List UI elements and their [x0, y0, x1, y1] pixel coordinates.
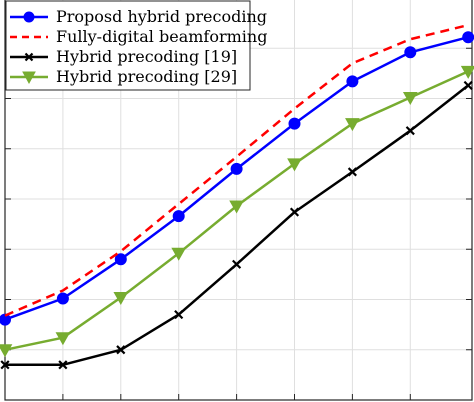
data-point-3-2 [113, 291, 129, 306]
data-point-3-8 [460, 65, 474, 79]
data-point-2-1 [58, 360, 68, 370]
series-line-1 [4, 23, 469, 317]
legend-marker-0 [23, 11, 35, 23]
data-point-3-3 [171, 247, 187, 261]
data-point-2-6 [347, 167, 357, 177]
data-point-3-7 [402, 91, 418, 106]
legend-entry-3: Hybrid precoding [29] [10, 67, 237, 86]
series-0 [0, 31, 474, 326]
data-point-3-6 [345, 118, 360, 132]
series-3 [0, 65, 474, 358]
series-2 [0, 80, 473, 370]
legend-entry-1: Fully-digital beamforming [10, 27, 267, 46]
series-1 [4, 23, 469, 317]
data-point-2-5 [289, 207, 300, 217]
data-point-0-7 [404, 46, 417, 59]
series-layer [0, 23, 474, 370]
data-point-0-5 [288, 117, 301, 130]
data-point-0-1 [56, 292, 69, 305]
legend-marker-3 [22, 71, 36, 85]
data-point-2-4 [232, 259, 242, 269]
data-point-0-2 [114, 253, 127, 266]
legend-label-3: Hybrid precoding [29] [56, 67, 237, 86]
data-point-3-5 [287, 158, 302, 172]
data-point-3-0 [0, 344, 13, 358]
legend-label-2: Hybrid precoding [19] [56, 47, 237, 66]
data-point-2-3 [174, 309, 184, 320]
plot-frame [4, 0, 473, 401]
data-point-3-1 [55, 332, 71, 346]
data-point-2-2 [116, 345, 126, 355]
data-point-0-3 [172, 210, 185, 223]
data-point-0-0 [0, 313, 11, 326]
legend: Proposd hybrid precoding Fully-digital b… [5, 0, 267, 91]
data-point-3-4 [229, 200, 244, 214]
data-point-2-8 [463, 80, 473, 91]
data-point-0-4 [230, 162, 243, 175]
legend-label-1: Fully-digital beamforming [56, 27, 267, 46]
legend-label-0: Proposd hybrid precoding [56, 7, 267, 26]
legend-entry-2: Hybrid precoding [19] [10, 47, 237, 66]
data-point-2-7 [405, 126, 415, 136]
legend-marker-2 [24, 52, 34, 62]
data-point-0-6 [346, 75, 359, 88]
data-point-0-8 [462, 31, 474, 44]
data-point-2-0 [0, 360, 10, 370]
legend-entry-0: Proposd hybrid precoding [10, 7, 267, 26]
